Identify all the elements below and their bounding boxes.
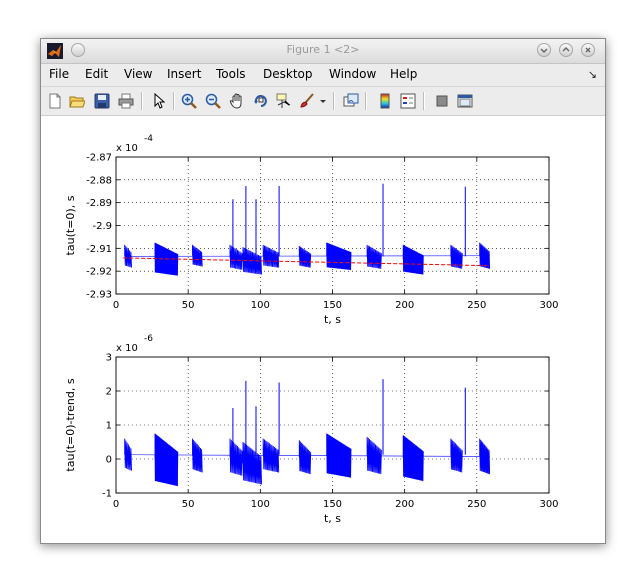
y-tick-label: -2.9 [92, 221, 112, 232]
legend-icon[interactable] [400, 93, 416, 109]
data-baseline [124, 255, 490, 257]
x-tick-label: 0 [113, 499, 119, 510]
figure-canvas[interactable]: 0 50 100 150 200 250 300 -2.87 -2.88 -2.89 -2.9 -2.… [41, 116, 605, 543]
y-tick-label: -2.93 [86, 290, 112, 301]
y-tick-label: 2 [106, 387, 112, 398]
y-tick-label: -2.91 [86, 244, 112, 255]
trend-line [123, 257, 489, 267]
window-title: Figure 1 <2> [286, 43, 360, 56]
x-tick-label: 50 [182, 499, 195, 510]
figure-plots: 0 50 100 150 200 250 300-2.87-2.88-2.89-2.9-2.… [64, 134, 559, 525]
pan-hand-icon[interactable] [229, 93, 245, 109]
save-icon[interactable] [94, 93, 110, 109]
chevron-up-icon [562, 47, 570, 52]
x-tick-label: 150 [323, 499, 342, 510]
x-tick-label: 250 [467, 300, 486, 311]
close-icon [585, 47, 591, 53]
x-tick-label: 250 [467, 499, 486, 510]
brush-dropdown-icon[interactable] [319, 93, 327, 109]
menu-file[interactable]: File [49, 67, 70, 81]
toolbar-separator [333, 92, 335, 110]
x-tick-label: 150 [323, 300, 342, 311]
y-tick-label: -2.89 [86, 198, 112, 209]
close-button[interactable] [581, 43, 595, 57]
data-series-line [124, 242, 491, 276]
exponent-power: -4 [144, 134, 153, 144]
y-tick-label: -2.87 [86, 153, 112, 164]
x-axis-label: t, s [324, 512, 341, 525]
x-axis-label: t, s [324, 313, 341, 326]
matlab-logo-icon [47, 43, 63, 59]
toolbar-separator [173, 92, 175, 110]
data-cursor-icon[interactable] [276, 93, 292, 109]
rotate-3d-icon[interactable] [253, 93, 269, 109]
new-figure-icon[interactable] [47, 93, 63, 109]
print-icon[interactable] [118, 93, 134, 109]
toolbar-separator [423, 92, 425, 110]
menu-help[interactable]: Help [390, 67, 418, 81]
y-tick-label: -1 [102, 489, 112, 500]
x-tick-label: 100 [251, 300, 270, 311]
menu-insert[interactable]: Insert [167, 67, 202, 81]
x-tick-label: 300 [539, 499, 558, 510]
x-tick-label: 200 [395, 300, 414, 311]
menu-edit[interactable]: Edit [85, 67, 109, 81]
data-baseline [124, 454, 490, 457]
menu-view[interactable]: View [124, 67, 153, 81]
y-axis-label: tau(t=0)-trend, s [64, 378, 77, 471]
menu-window[interactable]: Window [329, 67, 377, 81]
toolbar-separator [141, 92, 143, 110]
link-plot-icon[interactable] [343, 93, 359, 109]
menu-bar: File Edit View Insert Tools Desktop Wind… [41, 64, 605, 87]
y-axis-label: tau(t=0), s [64, 195, 77, 255]
show-plot-tools-icon[interactable] [457, 93, 473, 109]
y-tick-label: -2.92 [86, 267, 112, 278]
plot-1: 0 50 100 150 200 250 300 -2.87 -2.88 -2.89 -2.9 -2.… [64, 134, 559, 326]
chevron-down-icon [540, 48, 548, 53]
zoom-out-icon[interactable] [205, 93, 221, 109]
title-bar[interactable]: Figure 1 <2> [41, 39, 605, 64]
colorbar-icon[interactable] [377, 93, 393, 109]
x-tick-label: 200 [395, 499, 414, 510]
minimize-button[interactable] [537, 43, 551, 57]
menu-desktop[interactable]: Desktop [263, 67, 313, 81]
toolbar [41, 87, 605, 116]
y-tick-label: -2.88 [86, 175, 112, 186]
x-tick-label: 300 [539, 300, 558, 311]
figure-window: Figure 1 <2> File Edit View Insert Tools… [40, 38, 606, 544]
hide-plot-tools-icon[interactable] [434, 93, 450, 109]
x-tick-label: 100 [251, 499, 270, 510]
exponent-label: x 10 [116, 343, 138, 354]
y-tick-label: 1 [106, 421, 112, 432]
y-tick-label: 0 [106, 455, 112, 466]
open-file-icon[interactable] [69, 93, 85, 109]
dock-arrow-icon[interactable]: ↘ [587, 68, 597, 81]
menu-tools[interactable]: Tools [216, 67, 246, 81]
edit-plot-arrow-icon[interactable] [151, 93, 167, 109]
data-series-line [124, 433, 491, 487]
maximize-button[interactable] [559, 43, 573, 57]
exponent-power: -6 [144, 334, 153, 344]
x-tick-label: 0 [113, 300, 119, 311]
zoom-in-icon[interactable] [181, 93, 197, 109]
toolbar-separator [365, 92, 367, 110]
axes-box [115, 356, 550, 494]
exponent-label: x 10 [116, 143, 138, 154]
axes-box [115, 156, 550, 295]
window-menu-button[interactable] [71, 43, 85, 57]
y-tick-label: 3 [106, 353, 112, 364]
brush-icon[interactable] [299, 93, 315, 109]
x-tick-label: 50 [182, 300, 195, 311]
